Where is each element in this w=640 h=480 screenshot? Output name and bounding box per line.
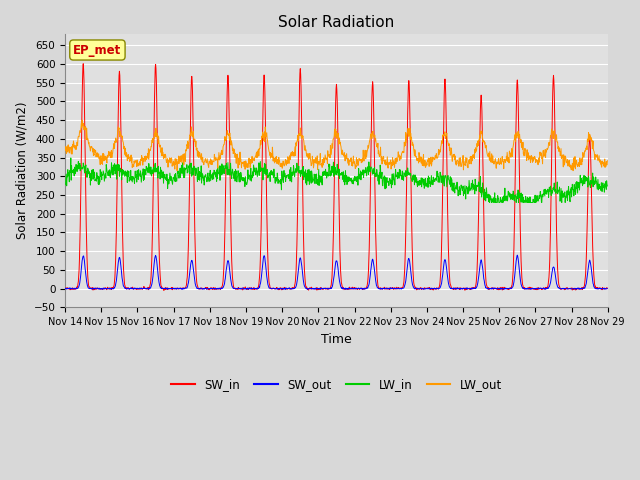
Y-axis label: Solar Radiation (W/m2): Solar Radiation (W/m2) [15, 102, 28, 240]
Text: EP_met: EP_met [74, 44, 122, 57]
Title: Solar Radiation: Solar Radiation [278, 15, 395, 30]
X-axis label: Time: Time [321, 333, 352, 346]
Legend: SW_in, SW_out, LW_in, LW_out: SW_in, SW_out, LW_in, LW_out [166, 373, 506, 396]
